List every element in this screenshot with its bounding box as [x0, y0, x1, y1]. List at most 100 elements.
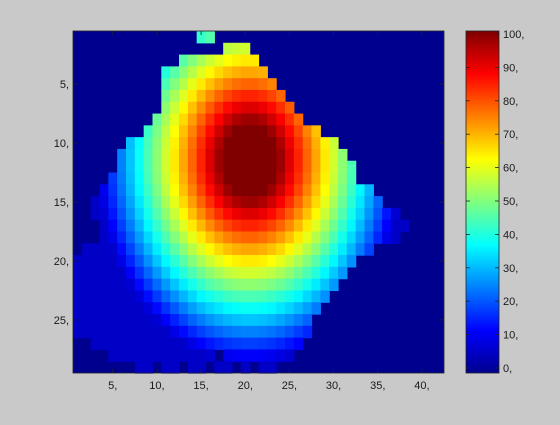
heatmap-cell [285, 302, 295, 315]
heatmap-cell [223, 184, 233, 197]
heatmap-cell [99, 302, 109, 315]
heatmap-cell [161, 196, 171, 209]
heatmap-cell [285, 172, 295, 185]
heatmap-cell [267, 219, 277, 233]
heatmap-cell [134, 337, 145, 351]
heatmap-cell [99, 314, 109, 327]
heatmap-cell [355, 231, 366, 244]
heatmap-cell [364, 184, 374, 197]
heatmap-cell [187, 361, 198, 374]
heatmap-cell [179, 266, 189, 280]
heatmap-cell [196, 325, 207, 339]
heatmap-cell [214, 231, 224, 244]
heatmap-cell [170, 243, 180, 256]
colorbar-tick-label: 0, [503, 363, 512, 375]
heatmap-cell [276, 172, 286, 185]
heatmap-cell [240, 361, 251, 374]
heatmap-cell [355, 207, 366, 221]
heatmap-cell [232, 337, 242, 351]
heatmap-cell [258, 325, 268, 339]
heatmap-cell [293, 148, 304, 162]
heatmap-cell [223, 266, 233, 280]
heatmap-cell [320, 160, 330, 174]
heatmap-cell [285, 207, 295, 221]
heatmap-cell [232, 78, 242, 91]
heatmap-cell [267, 184, 277, 197]
heatmap-cell [187, 243, 198, 256]
heatmap-cell [179, 137, 189, 150]
heatmap-cell [117, 290, 127, 303]
heatmap-cell [143, 219, 154, 233]
heatmap-cell [214, 125, 224, 138]
heatmap-cell [249, 255, 260, 268]
heatmap-cell [126, 337, 136, 351]
heatmap-cell [126, 184, 136, 197]
heatmap-cell [81, 278, 92, 292]
heatmap-cell [73, 290, 83, 303]
heatmap-cell [134, 314, 145, 327]
heatmap-cell [196, 101, 207, 115]
heatmap-cell [240, 172, 251, 185]
heatmap-cell [232, 113, 242, 126]
heatmap-cell [214, 278, 224, 292]
heatmap-cell [240, 160, 251, 174]
heatmap-cell [267, 278, 277, 292]
heatmap-cell [126, 160, 136, 174]
heatmap-cell [179, 184, 189, 197]
heatmap-cell [134, 278, 145, 292]
heatmap-cell [311, 231, 321, 244]
heatmap-cell [187, 302, 198, 315]
heatmap-cell [214, 54, 224, 67]
heatmap-cell [179, 337, 189, 351]
heatmap-cell [187, 255, 198, 268]
heatmap-cell [179, 125, 189, 138]
heatmap-cell [205, 54, 215, 67]
heatmap-cell [373, 231, 383, 244]
heatmap-cell [293, 137, 304, 150]
heatmap-cell [134, 361, 145, 374]
heatmap-cell [152, 266, 162, 280]
heatmap-cell [73, 302, 83, 315]
heatmap-cell [161, 172, 171, 185]
heatmap-cell [205, 89, 215, 103]
heatmap-cell [196, 196, 207, 209]
y-tick-label: 20, [54, 256, 69, 268]
heatmap-cell [205, 160, 215, 174]
heatmap-cell [187, 160, 198, 174]
heatmap-cell [90, 325, 101, 339]
heatmap-cell [81, 243, 92, 256]
heatmap-cell [99, 266, 109, 280]
heatmap-cell [329, 266, 339, 280]
x-tick-label: 35, [370, 380, 385, 392]
heatmap-cell [285, 349, 295, 362]
heatmap-cell [126, 266, 136, 280]
heatmap-cell [382, 231, 392, 244]
heatmap-cell [152, 137, 162, 150]
heatmap-cell [205, 290, 215, 303]
heatmap-cell [187, 290, 198, 303]
heatmap-cell [126, 314, 136, 327]
heatmap-cell [90, 255, 101, 268]
heatmap-cell [90, 266, 101, 280]
heatmap-cell [196, 219, 207, 233]
heatmap-cell [329, 184, 339, 197]
heatmap-cell [223, 196, 233, 209]
x-tick-label: 5, [108, 380, 117, 392]
heatmap-cell [329, 278, 339, 292]
heatmap-cell [293, 231, 304, 244]
heatmap-cell [117, 302, 127, 315]
heatmap-cell [161, 361, 171, 374]
heatmap-cell [240, 255, 251, 268]
heatmap-cell [276, 148, 286, 162]
heatmap-cell [170, 349, 180, 362]
heatmap-cell [161, 137, 171, 150]
heatmap-cell [179, 302, 189, 315]
heatmap-cell [134, 231, 145, 244]
heatmap-cell [152, 349, 162, 362]
heatmap-cell [249, 125, 260, 138]
heatmap-cell [170, 219, 180, 233]
heatmap-cell [134, 148, 145, 162]
heatmap-cell [364, 219, 374, 233]
heatmap-cell [214, 337, 224, 351]
